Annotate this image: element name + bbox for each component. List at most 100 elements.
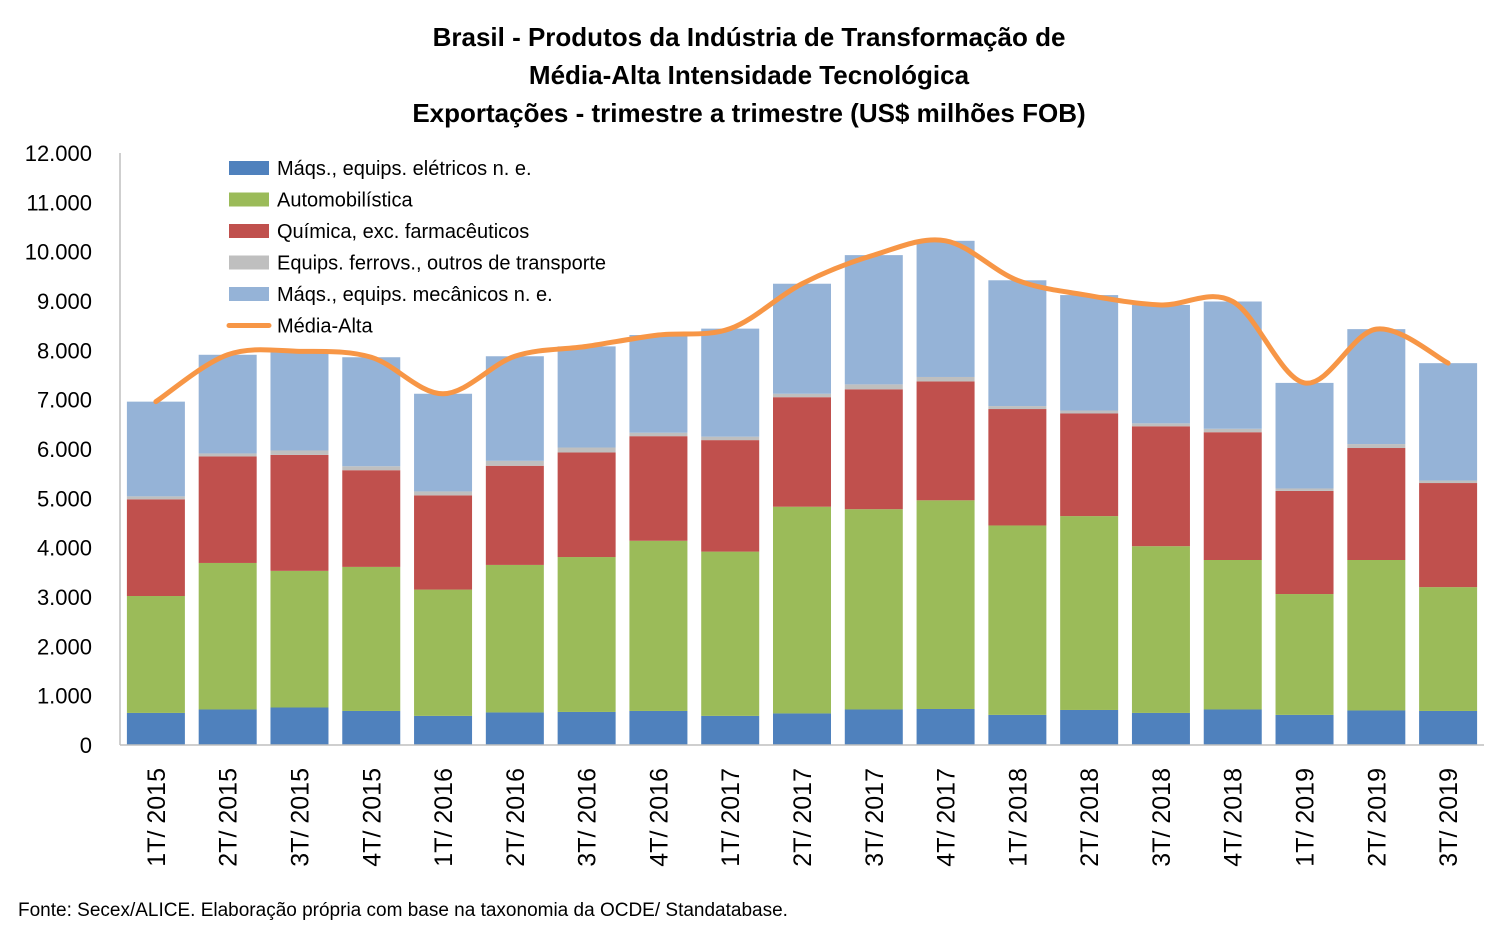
bar-segment-s3-2 — [270, 450, 329, 455]
x-tick-label: 2T/ 2018 — [1076, 768, 1104, 867]
bar-segment-s1-17 — [1347, 560, 1406, 711]
legend-label-1: Automobilística — [277, 190, 413, 212]
x-tick-label: 2T/ 2017 — [789, 768, 817, 867]
y-tick-label: 0 — [80, 733, 92, 758]
bar-segment-s2-11 — [916, 381, 975, 501]
x-tick-label: 4T/ 2017 — [933, 768, 961, 867]
legend: Máqs., equips. elétricos n. e. Automobilí… — [226, 158, 606, 338]
bar-segment-s4-5 — [485, 356, 544, 461]
bar-segment-s0-8 — [701, 715, 760, 745]
bar-segment-s3-13 — [1060, 410, 1119, 414]
bar-segment-s0-2 — [270, 707, 329, 745]
legend-swatch-1 — [229, 192, 269, 207]
bar-segment-s2-0 — [126, 499, 185, 597]
bar-segment-s1-3 — [342, 566, 401, 711]
bar-segment-s2-13 — [1060, 413, 1119, 517]
bar-segment-s4-4 — [414, 393, 473, 492]
line-group — [153, 237, 1451, 405]
legend-label-2: Química, exc. farmacêuticos — [277, 221, 529, 243]
bar-segment-s2-15 — [1203, 432, 1262, 560]
x-tick-label: 4T/ 2018 — [1220, 768, 1248, 867]
bar-segment-s0-7 — [629, 710, 688, 745]
bar-segment-s2-12 — [988, 409, 1047, 526]
bar-segment-s3-5 — [485, 460, 544, 466]
bar-segment-s0-16 — [1275, 714, 1334, 745]
bar-segment-s4-11 — [916, 240, 975, 377]
legend-label-0: Máqs., equips. elétricos n. e. — [277, 158, 532, 180]
x-tick-label: 4T/ 2015 — [358, 768, 386, 867]
bar-segment-s1-2 — [270, 570, 329, 708]
bar-segment-s1-1 — [198, 562, 257, 710]
bar-segment-s3-10 — [844, 384, 903, 390]
bar-segment-s4-9 — [773, 283, 831, 394]
y-tick-label: 4.000 — [37, 536, 92, 561]
bar-segment-s1-5 — [485, 564, 544, 713]
bar-segment-s1-16 — [1275, 594, 1334, 715]
bar-segment-s0-9 — [773, 713, 831, 745]
bar-segment-s3-11 — [916, 376, 975, 382]
legend-label-line: Média-Alta — [277, 316, 373, 338]
bar-segment-s0-0 — [126, 712, 185, 745]
bar-segment-s1-15 — [1203, 560, 1262, 710]
bar-segment-s2-1 — [198, 456, 257, 563]
bar-segment-s4-10 — [844, 255, 903, 385]
x-tick-label: 2T/ 2016 — [502, 768, 530, 867]
legend-label-4: Máqs., equips. mecânicos n. e. — [277, 284, 553, 306]
bar-segment-s3-15 — [1203, 428, 1262, 433]
y-tick-label: 6.000 — [37, 437, 92, 462]
bar-segment-s0-18 — [1419, 710, 1478, 745]
bar-segment-s1-0 — [126, 596, 185, 713]
bars-group — [126, 240, 1478, 745]
bar-segment-s3-17 — [1347, 444, 1406, 449]
y-tick-label: 7.000 — [37, 388, 92, 413]
bar-segment-s3-3 — [342, 466, 401, 471]
bar-segment-s3-4 — [414, 491, 473, 496]
bar-segment-s0-11 — [916, 708, 975, 745]
bar-segment-s0-1 — [198, 709, 257, 745]
bar-segment-s1-18 — [1419, 587, 1478, 711]
legend-swatch-2 — [229, 224, 269, 238]
bar-segment-s4-7 — [629, 335, 688, 433]
legend-label-3: Equips. ferrovs., outros de transporte — [277, 253, 606, 275]
bar-segment-s3-0 — [126, 496, 185, 500]
bar-segment-s4-14 — [1131, 304, 1190, 424]
bar-segment-s1-11 — [916, 500, 975, 709]
bar-segment-s2-3 — [342, 470, 401, 567]
bar-segment-s2-9 — [773, 397, 831, 507]
bar-segment-s2-10 — [844, 389, 903, 510]
y-tick-label: 2.000 — [37, 634, 92, 659]
bar-segment-s0-17 — [1347, 710, 1406, 745]
bar-segment-s4-0 — [126, 401, 185, 497]
x-tick-label: 1T/ 2016 — [430, 768, 458, 867]
bar-segment-s2-6 — [557, 452, 616, 558]
bar-segment-s2-7 — [629, 436, 688, 541]
bar-segment-s2-2 — [270, 454, 329, 571]
y-tick-label: 10.000 — [25, 240, 92, 265]
legend-swatch-0 — [229, 161, 269, 175]
title-line-1: Brasil - Produtos da Indústria de Transf… — [432, 22, 1066, 52]
bar-segment-s3-6 — [557, 447, 616, 453]
bar-segment-s0-14 — [1131, 712, 1190, 745]
bar-segment-s2-8 — [701, 440, 760, 552]
y-tick-label: 1.000 — [37, 684, 92, 709]
bar-segment-s2-17 — [1347, 448, 1406, 560]
bar-segment-s0-3 — [342, 710, 401, 745]
bar-segment-s3-8 — [701, 436, 760, 441]
title-line-3: Exportações - trimestre a trimestre (US$… — [412, 98, 1086, 128]
bar-segment-s1-13 — [1060, 516, 1119, 710]
x-tick-label: 3T/ 2019 — [1435, 768, 1463, 867]
x-tick-label: 2T/ 2015 — [215, 768, 243, 867]
bar-segment-s2-18 — [1419, 483, 1478, 588]
x-tick-label: 3T/ 2018 — [1148, 768, 1176, 867]
bar-segment-s0-15 — [1203, 709, 1262, 745]
x-tick-label: 3T/ 2016 — [574, 768, 602, 867]
bar-segment-s2-14 — [1131, 426, 1190, 547]
bar-segment-s1-4 — [414, 589, 473, 716]
bar-segment-s4-8 — [701, 328, 760, 437]
bar-segment-s4-17 — [1347, 329, 1406, 445]
bar-segment-s3-12 — [988, 406, 1047, 410]
bar-segment-s1-12 — [988, 525, 1047, 715]
axes-group: 0 1.000 2.000 3.000 4.000 5.000 6.000 7.000 8.00… — [25, 141, 1484, 867]
x-tick-label: 2T/ 2019 — [1363, 768, 1391, 867]
